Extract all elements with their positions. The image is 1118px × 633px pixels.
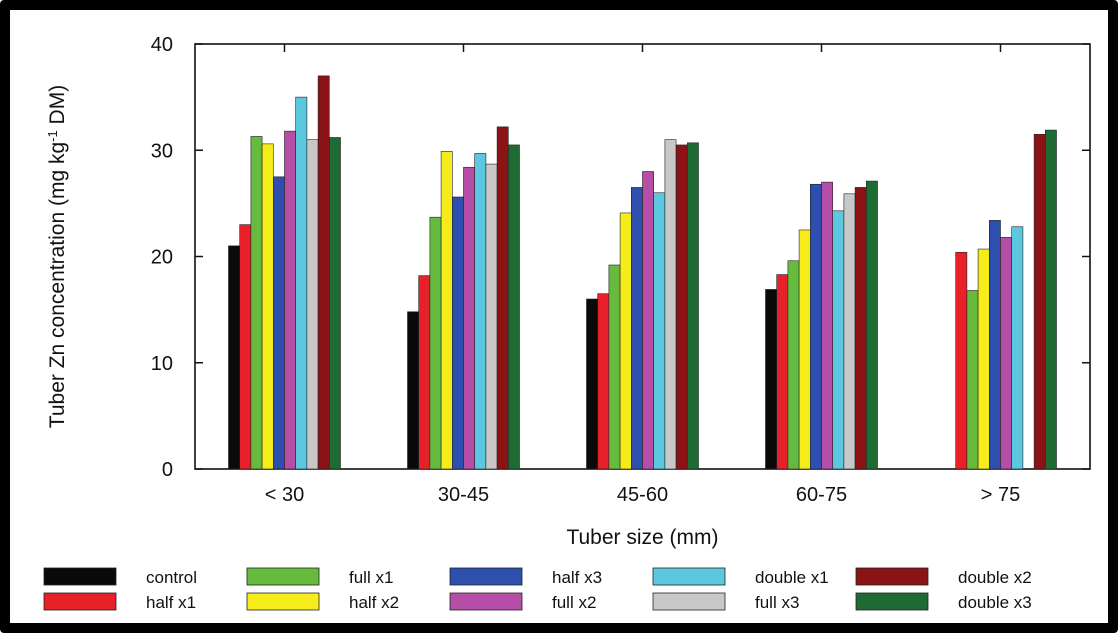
x-tick-label: 45-60 xyxy=(617,484,668,506)
bar-half-x3-2 xyxy=(630,187,643,470)
bar-half-x2-2 xyxy=(619,212,632,470)
legend-swatch-full-x3 xyxy=(652,592,726,611)
legend-swatch-half-x3 xyxy=(449,567,523,586)
legend-label-full-x2: full x2 xyxy=(552,593,596,612)
legend-label-double-x3: double x3 xyxy=(958,593,1032,612)
legend-label-full-x1: full x1 xyxy=(349,568,393,587)
bar-control-0 xyxy=(228,245,240,470)
bar-half-x2-0 xyxy=(261,143,274,470)
legend-swatch-full-x1 xyxy=(246,567,320,586)
y-tick-label: 30 xyxy=(151,140,173,162)
legend-swatch-double-x3 xyxy=(855,592,929,611)
bar-half-x3-0 xyxy=(272,176,285,470)
bar-half-x3-1 xyxy=(451,196,464,470)
legend-swatch-half-x1 xyxy=(43,592,117,611)
legend: control full x1 half x3 double x1 double x2 h… xyxy=(43,567,1032,612)
x-tick-label: > 75 xyxy=(981,484,1020,506)
bar-half-x3-3 xyxy=(809,183,822,470)
bar-half-x1-2 xyxy=(597,293,610,470)
bar-control-2 xyxy=(586,298,598,470)
legend-swatch-half-x2 xyxy=(246,592,320,611)
y-axis-title-suffix: DM) xyxy=(46,85,69,131)
bar-full-x1-3 xyxy=(787,260,800,470)
y-tick-label: 0 xyxy=(162,459,173,481)
y-axis-title: Tuber Zn concentration (mg kg-1 DM) xyxy=(45,85,70,428)
bar-control-1 xyxy=(407,311,419,470)
bar-full-x3-2 xyxy=(664,139,677,470)
legend-label-half-x2: half x2 xyxy=(349,593,399,612)
bar-double-x1-3 xyxy=(832,210,845,470)
bar-double-x3-2 xyxy=(686,142,699,470)
legend-label-half-x1: half x1 xyxy=(146,593,196,612)
bar-full-x3-0 xyxy=(306,139,319,470)
bar-double-x3-3 xyxy=(865,180,878,470)
bar-double-x3-4 xyxy=(1045,129,1057,470)
bar-double-x2-1 xyxy=(496,126,509,470)
bar-half-x2-3 xyxy=(798,229,811,470)
bar-half-x3-4 xyxy=(988,220,1001,470)
y-axis-title-main: Tuber Zn concentration (mg kg xyxy=(46,142,69,428)
bar-full-x3-3 xyxy=(843,193,856,470)
bar-full-x2-0 xyxy=(284,130,296,470)
bar-double-x3-0 xyxy=(328,137,341,470)
y-tick-label: 10 xyxy=(151,353,173,375)
bar-full-x1-0 xyxy=(250,136,263,470)
legend-swatch-double-x2 xyxy=(855,567,929,586)
bar-full-x1-1 xyxy=(429,216,442,470)
bar-full-x2-2 xyxy=(642,171,654,470)
bar-half-x1-0 xyxy=(239,224,252,470)
bar-full-x1-4 xyxy=(966,290,979,470)
legend-swatch-full-x2 xyxy=(449,592,523,611)
bar-control-3 xyxy=(765,289,777,470)
y-tick-label: 40 xyxy=(151,34,173,56)
x-axis-title: Tuber size (mm) xyxy=(566,526,718,549)
bar-half-x1-3 xyxy=(776,274,789,470)
bar-double-x2-3 xyxy=(854,187,867,470)
legend-label-double-x2: double x2 xyxy=(958,568,1032,587)
bar-double-x1-0 xyxy=(295,96,308,470)
bar-full-x2-4 xyxy=(1000,237,1012,470)
bar-full-x2-1 xyxy=(463,166,475,470)
bar-half-x2-4 xyxy=(977,248,990,470)
legend-swatch-control xyxy=(43,567,117,586)
legend-swatch-double-x1 xyxy=(652,567,726,586)
bar-half-x2-1 xyxy=(440,151,453,470)
bar-double-x1-1 xyxy=(474,153,487,470)
bar-double-x1-4 xyxy=(1011,226,1024,470)
y-axis-title-superscript: -1 xyxy=(45,130,60,142)
y-tick-label: 20 xyxy=(151,247,173,269)
legend-label-half-x3: half x3 xyxy=(552,568,602,587)
bar-double-x2-0 xyxy=(317,75,330,470)
bar-double-x2-4 xyxy=(1033,134,1046,470)
bar-full-x2-3 xyxy=(821,181,833,470)
bar-double-x2-2 xyxy=(675,144,688,470)
x-tick-label: 60-75 xyxy=(796,484,847,506)
bar-full-x1-2 xyxy=(608,264,621,470)
bar-double-x3-1 xyxy=(507,144,520,470)
legend-label-control: control xyxy=(146,568,197,587)
legend-label-full-x3: full x3 xyxy=(755,593,799,612)
bar-half-x1-4 xyxy=(955,251,968,470)
bar-double-x1-2 xyxy=(653,192,666,470)
bar-half-x1-1 xyxy=(418,275,431,470)
x-tick-label: 30-45 xyxy=(438,484,489,506)
x-tick-label: < 30 xyxy=(265,484,304,506)
legend-label-double-x1: double x1 xyxy=(755,568,829,587)
axis-labels: Tuber size (mm) Tuber Zn concentration (… xyxy=(45,85,719,549)
bars xyxy=(228,75,1057,470)
bar-full-x3-1 xyxy=(485,163,498,470)
